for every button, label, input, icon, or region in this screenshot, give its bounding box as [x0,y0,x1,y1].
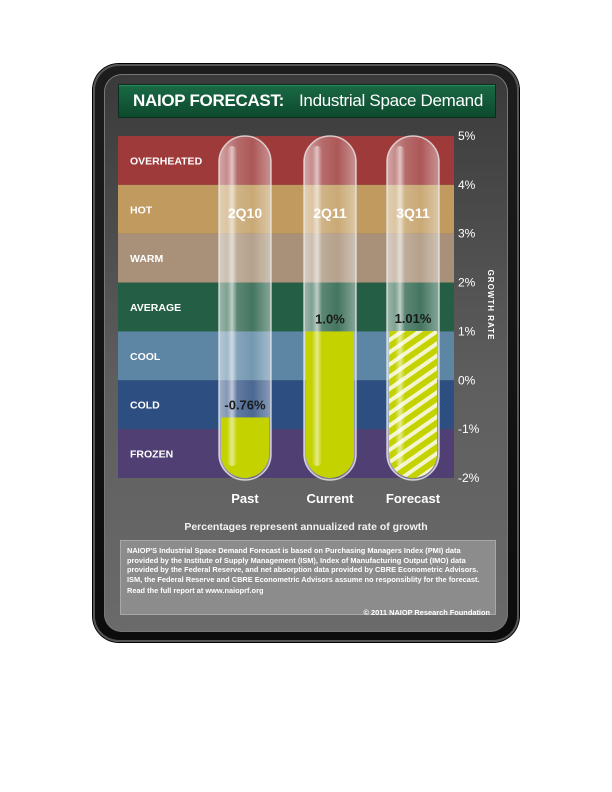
category-label: Current [307,491,355,506]
tube-past: 2Q10 -0.76% Past [218,135,272,506]
header-brand: NAIOP FORECAST: [133,91,285,110]
period-label: 2Q11 [313,205,347,221]
band-label: COOL [130,351,161,363]
band-label: FROZEN [130,449,173,461]
chart-caption: Percentages represent annualized rate of… [184,521,428,533]
data-label: -0.76% [224,397,266,412]
category-label: Past [231,491,259,506]
y-tick-label: 5% [458,129,476,143]
category-label: Forecast [386,491,441,506]
band-label: COLD [130,400,160,412]
tube-forecast: 3Q11 1.01% Forecast [386,135,441,506]
band-label: HOT [130,204,153,216]
y-tick-label: -1% [458,422,480,436]
copyright: © 2011 NAIOP Research Foundation [363,608,490,617]
bar-fill [306,331,354,478]
band-label: WARM [130,253,163,265]
period-label: 3Q11 [396,205,430,221]
band-label: AVERAGE [130,302,181,314]
y-tick-label: 4% [458,178,476,192]
band-label: OVERHEATED [130,155,203,167]
y-tick-label: 2% [458,276,476,290]
period-label: 2Q10 [228,205,262,221]
note-body: NAIOP'S Industrial Space Demand Forecast… [127,546,480,584]
y-tick-label: 3% [458,227,476,241]
tube-shine [312,146,322,466]
data-label: 1.01% [395,311,432,326]
bar-fill [389,330,437,478]
methodology-note: NAIOP'S Industrial Space Demand Forecast… [120,540,496,615]
data-label: 1.0% [315,311,345,326]
report-link[interactable]: Read the full report at www.naioprf.org [127,586,264,596]
y-tick-label: 0% [458,373,476,387]
y-tick-label: -2% [458,471,480,485]
header-subtitle: Industrial Space Demand [299,91,483,110]
chart-header: NAIOP FORECAST: Industrial Space Demand [118,84,496,118]
y-axis-label: GROWTH RATE [486,270,495,341]
y-tick-label: 1% [458,324,476,338]
tube-current: 2Q11 1.0% Current [303,135,357,506]
tube-shine [227,146,237,466]
tube-shine [395,146,405,466]
